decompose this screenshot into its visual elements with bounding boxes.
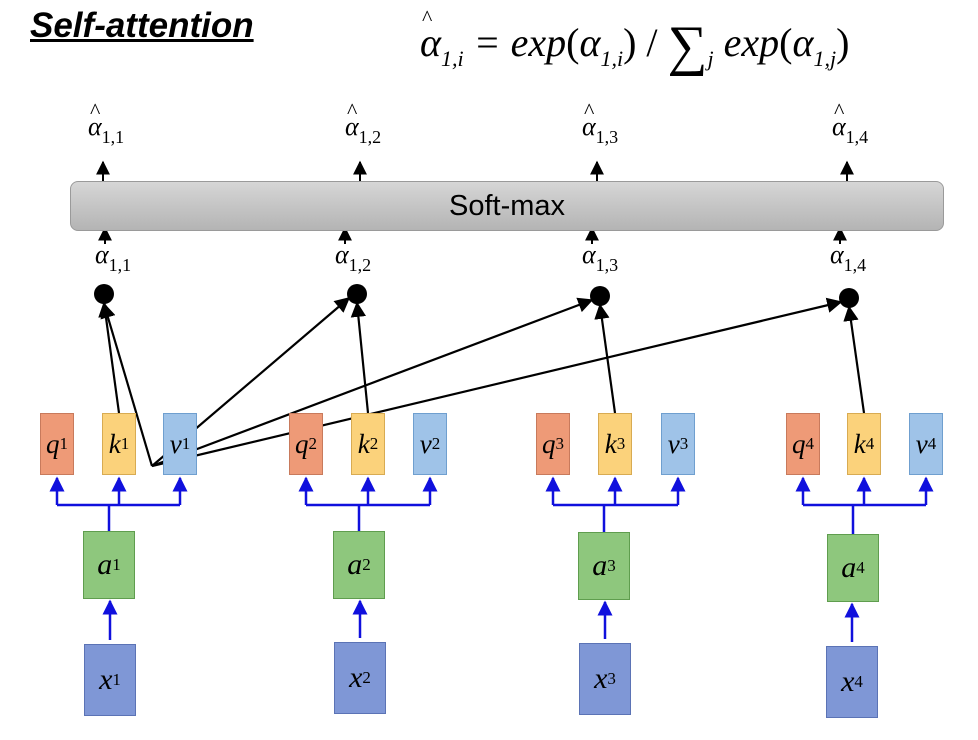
attention-score-label-4: α1,4 xyxy=(830,240,867,275)
dot-product-node-1 xyxy=(94,284,114,304)
dot-product-node-2 xyxy=(347,284,367,304)
formula-arg-1-sub: 1,i xyxy=(600,46,624,71)
attention-score-label-1: α1,1 xyxy=(95,240,132,275)
softmax-output-label-1: ^ α1,1 xyxy=(88,98,125,147)
softmax-bar: Soft-max xyxy=(70,181,944,231)
softmax-formula: ^ α1,i = exp(α1,i) / ∑j exp(α1,j) xyxy=(420,5,850,77)
query1-to-dot-arrow-4 xyxy=(151,297,843,468)
formula-exp-1: exp xyxy=(510,20,567,65)
formula-arg-2-sub: 1,j xyxy=(813,46,837,71)
query1-to-dot-arrow-1 xyxy=(100,302,154,467)
softmax-output-label-2: ^ α1,2 xyxy=(345,98,382,147)
page-title: Self-attention xyxy=(30,6,254,45)
dot-product-node-3 xyxy=(590,286,610,306)
formula-arg-1: α xyxy=(579,20,601,65)
formula-sum-symbol: ∑ xyxy=(667,15,708,77)
formula-lhs: ^ α xyxy=(420,5,441,65)
dot-products xyxy=(94,284,859,308)
key-to-dot-arrow-4 xyxy=(843,305,866,414)
attention-score-label-2: α1,2 xyxy=(335,240,372,275)
formula-slash: / xyxy=(646,20,658,65)
softmax-output-label-4: ^ α1,4 xyxy=(832,98,869,147)
formula-sum-sub: j xyxy=(707,46,714,71)
dot-product-node-4 xyxy=(839,288,859,308)
formula-arg-2: α xyxy=(792,20,814,65)
softmax-output-label-3: ^ α1,3 xyxy=(582,98,619,147)
key-to-dot-arrow-3 xyxy=(594,303,617,414)
key-to-dot-arrow-1 xyxy=(98,301,121,414)
key-to-dot-arrow-2 xyxy=(350,301,370,414)
formula-equals: = xyxy=(473,20,501,65)
attention-score-label-3: α1,3 xyxy=(582,240,619,275)
query1-to-dot-arrow-3 xyxy=(151,297,594,468)
blue-arrows xyxy=(49,476,934,642)
formula-lhs-sub: 1,i xyxy=(441,46,464,71)
formula-exp-2: exp xyxy=(723,20,780,65)
